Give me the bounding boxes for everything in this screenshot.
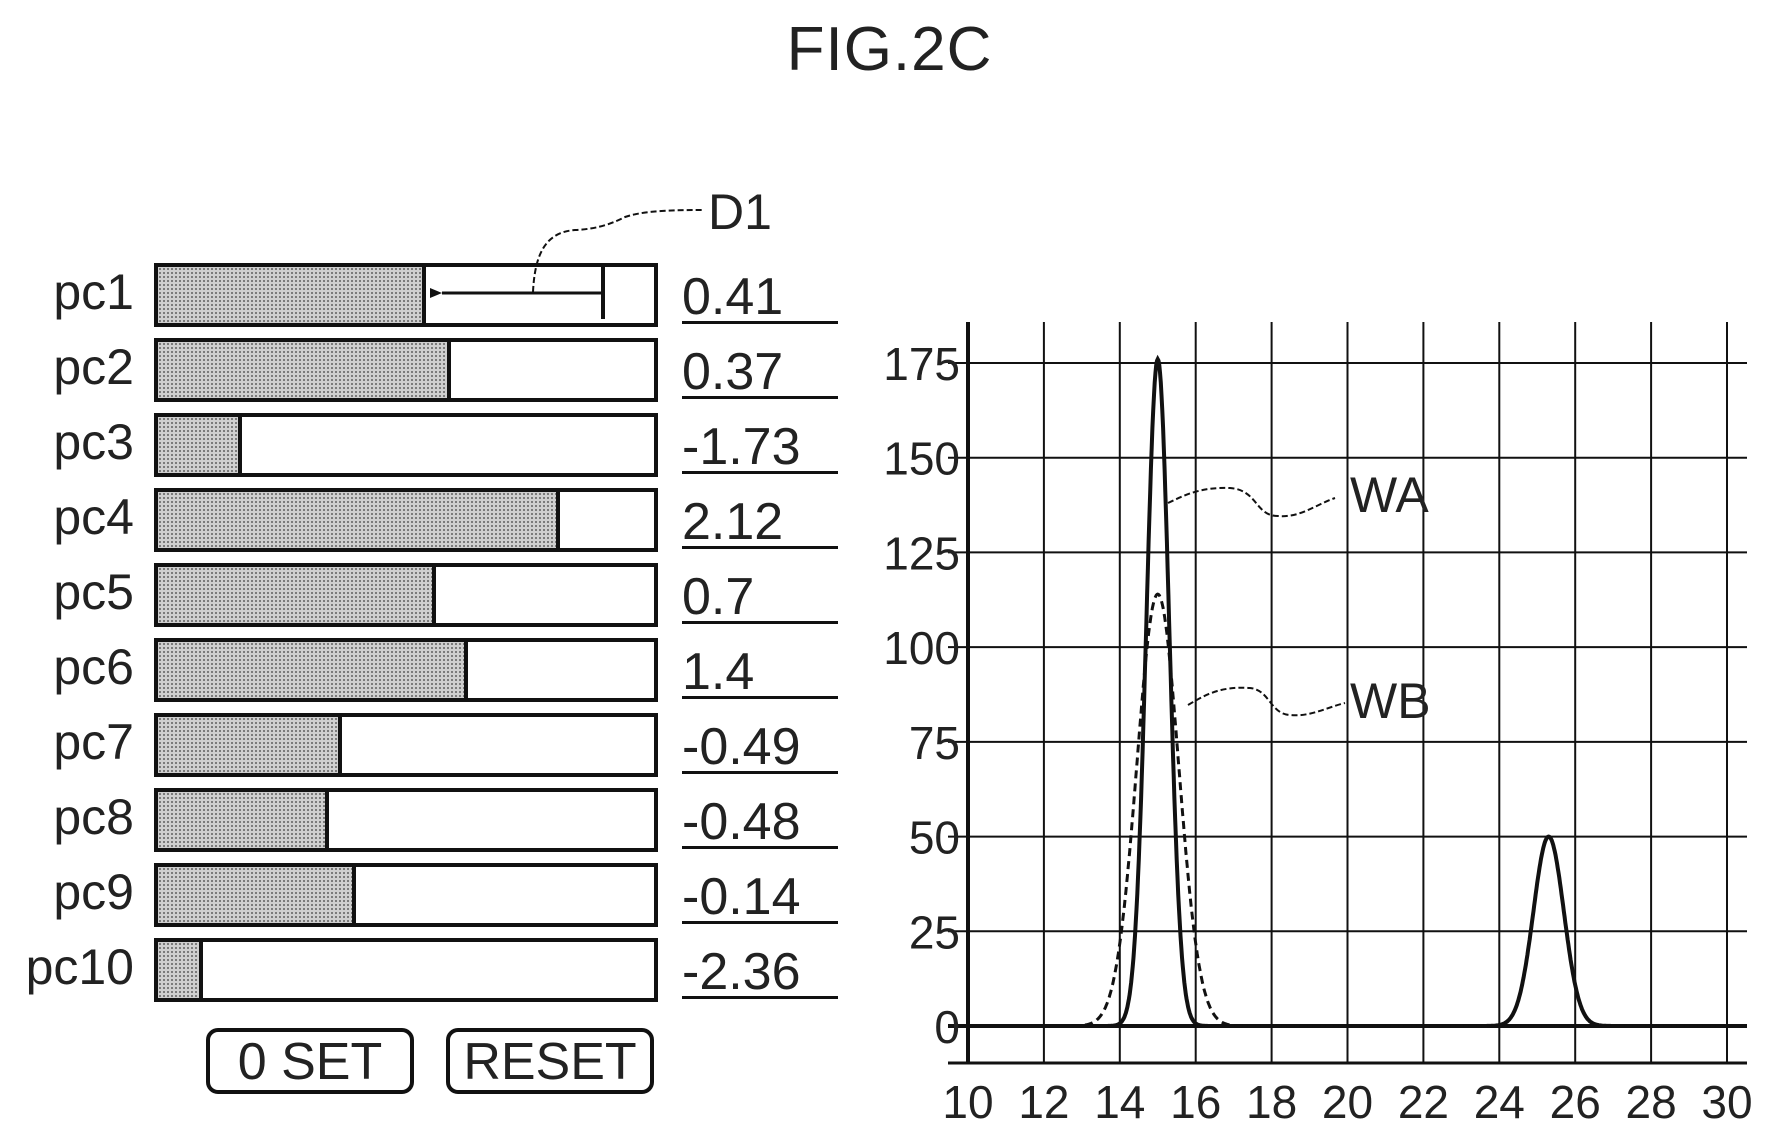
x-tick-label: 30 xyxy=(1701,1076,1752,1128)
slider-track[interactable] xyxy=(154,338,658,402)
slider-row-pc4: pc4 2.12 xyxy=(0,488,860,552)
slider-value-field[interactable]: 1.4 xyxy=(682,638,838,701)
slider-label: pc4 xyxy=(53,489,134,545)
slider-value: -2.36 xyxy=(682,943,801,1001)
slider-value-field[interactable]: 0.7 xyxy=(682,563,838,626)
slider-row-pc9: pc9 -0.14 xyxy=(0,863,860,927)
x-tick-label: 10 xyxy=(942,1076,993,1128)
y-tick-label: 50 xyxy=(909,812,960,864)
slider-track[interactable] xyxy=(154,488,658,552)
slider-label: pc6 xyxy=(53,639,134,695)
y-tick-label: 25 xyxy=(909,906,960,958)
slider-row-pc8: pc8 -0.48 xyxy=(0,788,860,852)
slider-fill xyxy=(158,567,436,623)
slider-row-pc1: pc1 0.41 xyxy=(0,263,860,327)
slider-track[interactable] xyxy=(154,788,658,852)
slider-value: 0.7 xyxy=(682,568,755,626)
slider-track[interactable] xyxy=(154,938,658,1002)
y-tick-label: 100 xyxy=(883,622,960,674)
slider-fill xyxy=(158,792,329,848)
slider-label: pc5 xyxy=(53,564,134,620)
slider-track[interactable] xyxy=(154,638,658,702)
slider-label: pc7 xyxy=(53,714,134,770)
slider-value: 2.12 xyxy=(682,493,784,551)
slider-track[interactable] xyxy=(154,263,658,327)
chart-series xyxy=(968,354,1727,1028)
slider-value-field[interactable]: -0.14 xyxy=(682,863,838,926)
slider-fill xyxy=(158,342,451,398)
zero-set-button[interactable]: 0 SET xyxy=(206,1028,414,1094)
slider-fill xyxy=(158,417,242,473)
slider-fill xyxy=(158,267,426,323)
slider-fill xyxy=(158,867,356,923)
wb-leader-line xyxy=(1187,686,1346,717)
x-tick-label: 26 xyxy=(1550,1076,1601,1128)
slider-value-field[interactable]: -2.36 xyxy=(682,938,838,1001)
x-tick-label: 22 xyxy=(1398,1076,1449,1128)
x-tick-label: 12 xyxy=(1018,1076,1069,1128)
wa-callout-label: WA xyxy=(1350,467,1429,523)
slider-fill xyxy=(158,492,560,548)
slider-value: -0.48 xyxy=(682,793,801,851)
slider-label: pc10 xyxy=(25,939,134,995)
y-tick-label: 150 xyxy=(883,433,960,485)
slider-value: -0.14 xyxy=(682,868,801,926)
slider-track[interactable] xyxy=(154,713,658,777)
x-tick-label: 18 xyxy=(1246,1076,1297,1128)
y-tick-label: 175 xyxy=(883,338,960,390)
slider-track[interactable] xyxy=(154,563,658,627)
slider-row-pc3: pc3 -1.73 xyxy=(0,413,860,477)
x-tick-label: 20 xyxy=(1322,1076,1373,1128)
y-tick-label: 125 xyxy=(883,527,960,579)
chart-grid xyxy=(948,322,1747,1065)
slider-row-pc2: pc2 0.37 xyxy=(0,338,860,402)
slider-value-field[interactable]: -0.49 xyxy=(682,713,838,776)
slider-value-field[interactable]: -0.48 xyxy=(682,788,838,851)
series-line-wb xyxy=(968,592,1727,1028)
slider-track[interactable] xyxy=(154,863,658,927)
slider-value: 1.4 xyxy=(682,643,755,701)
slider-label: pc3 xyxy=(53,414,134,470)
x-tick-label: 16 xyxy=(1170,1076,1221,1128)
slider-row-pc6: pc6 1.4 xyxy=(0,638,860,702)
x-tick-label: 24 xyxy=(1474,1076,1525,1128)
slider-value-field[interactable]: 0.37 xyxy=(682,338,838,401)
slider-fill xyxy=(158,717,342,773)
figure-title: FIG.2C xyxy=(786,15,993,84)
slider-value: -1.73 xyxy=(682,418,801,476)
slider-value-field[interactable]: -1.73 xyxy=(682,413,838,476)
slider-label: pc8 xyxy=(53,789,134,845)
slider-fill xyxy=(158,942,203,998)
slider-label: pc9 xyxy=(53,864,134,920)
wa-leader-line xyxy=(1167,486,1336,518)
slider-value: -0.49 xyxy=(682,718,801,776)
y-tick-label: 0 xyxy=(934,1001,960,1053)
slider-fill xyxy=(158,642,468,698)
slider-row-pc5: pc5 0.7 xyxy=(0,563,860,627)
x-tick-label: 14 xyxy=(1094,1076,1145,1128)
slider-row-pc10: pc10 -2.36 xyxy=(0,938,860,1002)
y-tick-label: 75 xyxy=(909,717,960,769)
x-tick-label: 28 xyxy=(1626,1076,1677,1128)
reset-button[interactable]: RESET xyxy=(446,1028,654,1094)
slider-label: pc1 xyxy=(53,264,134,320)
slider-row-pc7: pc7 -0.49 xyxy=(0,713,860,777)
slider-label: pc2 xyxy=(53,339,134,395)
slider-track[interactable] xyxy=(154,413,658,477)
slider-value-field[interactable]: 2.12 xyxy=(682,488,838,551)
chart-ticks: 10 12 14 16 18 20 22 24 26 28 30 0 25 50 75 100 125 150 17… xyxy=(883,338,1752,1128)
slider-value-field[interactable]: 0.41 xyxy=(682,263,838,326)
slider-value: 0.37 xyxy=(682,343,784,401)
wb-callout-label: WB xyxy=(1350,673,1431,729)
